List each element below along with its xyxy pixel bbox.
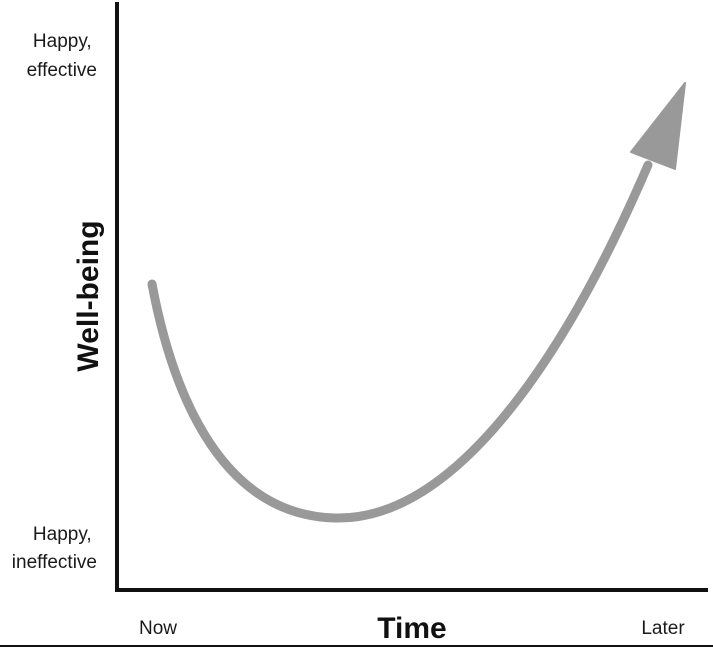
x-axis-title: Time bbox=[377, 612, 446, 645]
wellbeing-curve bbox=[147, 160, 653, 523]
y-bottom-label-line2: ineffective bbox=[12, 552, 97, 573]
curve-arrowhead bbox=[630, 82, 686, 170]
y-top-label: Happy, effective bbox=[27, 31, 97, 81]
y-top-label-line1: Happy, bbox=[33, 31, 92, 52]
y-bottom-label-line1: Happy, bbox=[33, 524, 92, 545]
y-bottom-label: Happy, ineffective bbox=[12, 524, 97, 573]
x-end-label: Later bbox=[641, 618, 685, 639]
x-start-label: Now bbox=[139, 618, 177, 639]
y-top-label-line2: effective bbox=[27, 60, 97, 81]
y-axis-title: Well-being bbox=[72, 220, 105, 371]
